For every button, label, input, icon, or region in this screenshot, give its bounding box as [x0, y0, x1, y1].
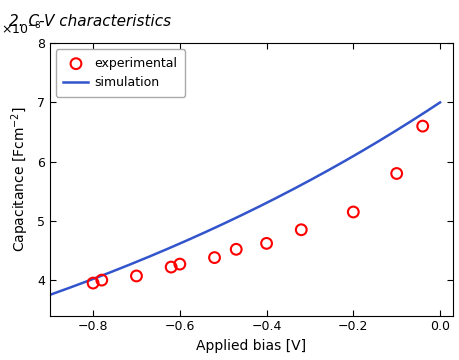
experimental	[133, 273, 140, 279]
experimental	[418, 123, 425, 129]
simulation	[47, 293, 52, 297]
Legend: experimental, simulation: experimental, simulation	[56, 49, 185, 97]
experimental	[210, 255, 218, 261]
simulation	[234, 215, 240, 219]
experimental	[89, 280, 96, 286]
Y-axis label: Capacitance [Fcm$^{-2}$]: Capacitance [Fcm$^{-2}$]	[10, 107, 31, 252]
experimental	[232, 247, 240, 252]
Text: 2. C-V characteristics: 2. C-V characteristics	[9, 14, 171, 30]
simulation	[279, 193, 284, 197]
experimental	[392, 171, 399, 176]
experimental	[98, 277, 105, 283]
experimental	[349, 209, 356, 215]
simulation	[232, 216, 237, 220]
experimental	[167, 264, 174, 270]
X-axis label: Applied bias [V]: Applied bias [V]	[196, 339, 306, 353]
experimental	[176, 261, 183, 267]
simulation	[437, 100, 442, 105]
Text: $\times 10^{-8}$: $\times 10^{-8}$	[1, 21, 42, 38]
simulation	[427, 107, 432, 111]
experimental	[262, 240, 269, 246]
simulation	[257, 203, 263, 208]
simulation	[366, 144, 372, 149]
experimental	[297, 227, 304, 233]
Line: simulation: simulation	[50, 103, 439, 295]
